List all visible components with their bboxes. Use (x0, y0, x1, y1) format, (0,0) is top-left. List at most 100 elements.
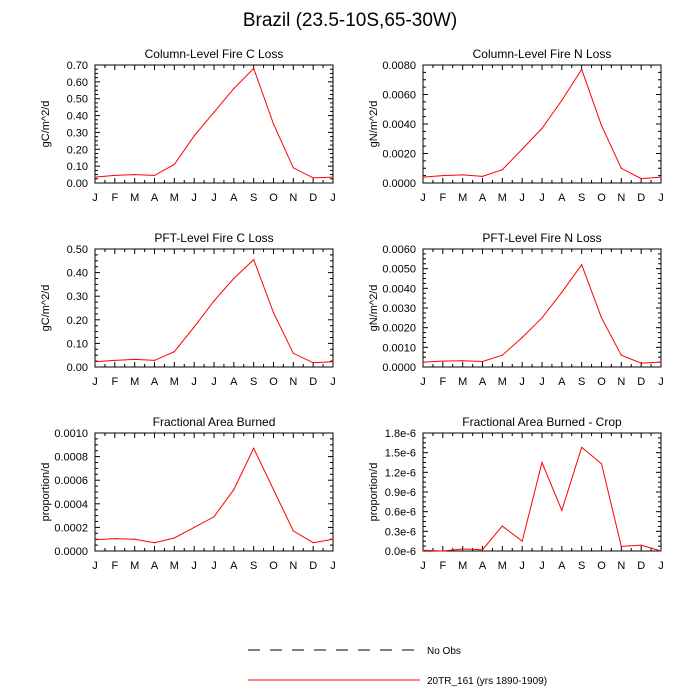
x-tick-label: M (498, 560, 507, 572)
y-tick-label: 0.60 (67, 77, 88, 89)
data-point (561, 99, 563, 101)
data-point (153, 542, 156, 544)
data-point (312, 362, 314, 364)
legend-label-2: 20TR_161 (yrs 1890-1909) (427, 676, 547, 687)
data-point (462, 174, 464, 176)
x-tick-label: O (597, 560, 606, 572)
data-point (153, 174, 156, 177)
y-tick-label: 0.50 (67, 244, 88, 256)
x-tick-label: S (578, 192, 585, 204)
x-tick-label: D (309, 560, 317, 572)
y-tick-label: 0.0000 (382, 178, 416, 190)
data-point (581, 446, 583, 449)
x-tick-label: O (269, 376, 278, 388)
x-tick-label: M (170, 376, 179, 388)
y-tick-label: 0.00 (67, 362, 88, 374)
data-point (501, 354, 503, 356)
x-tick-label: M (130, 192, 139, 204)
plot-frame (422, 248, 662, 368)
x-tick-label: M (498, 192, 507, 204)
y-tick-label: 0.10 (67, 161, 88, 173)
data-point (462, 360, 464, 362)
data-point (660, 176, 662, 178)
data-point (640, 362, 642, 364)
data-point (600, 124, 603, 127)
x-tick-label: D (309, 192, 317, 204)
x-tick-label: J (519, 376, 525, 388)
panel-title: Column-Level Fire C Loss (145, 47, 284, 61)
data-point (660, 361, 662, 363)
data-point (620, 545, 622, 548)
data-point (312, 542, 314, 544)
y-tick-label: 0.0080 (382, 60, 416, 72)
y-tick-label: 0.0002 (54, 522, 88, 534)
data-point (114, 174, 116, 177)
x-tick-label: O (597, 192, 606, 204)
data-point (442, 550, 444, 552)
x-tick-label: N (617, 376, 625, 388)
x-tick-label: J (330, 560, 336, 572)
x-tick-label: F (111, 192, 118, 204)
plot-frame (94, 64, 334, 184)
y-tick-label: 0.0000 (54, 546, 88, 558)
x-tick-label: J (191, 192, 197, 204)
x-tick-label: A (479, 192, 487, 204)
x-tick-label: S (250, 560, 257, 572)
plot-frame (422, 432, 662, 552)
x-tick-label: J (92, 376, 98, 388)
x-tick-label: O (269, 560, 278, 572)
data-point (233, 489, 235, 491)
x-tick-label: N (617, 192, 625, 204)
panel-title: Column-Level Fire N Loss (473, 47, 612, 61)
x-tick-label: D (637, 376, 645, 388)
x-tick-label: M (130, 560, 139, 572)
data-point (114, 359, 116, 361)
x-tick-label: S (578, 560, 585, 572)
panel-title: Fractional Area Burned (153, 415, 276, 429)
x-tick-label: J (658, 192, 664, 204)
y-axis-label: proportion/d (40, 463, 52, 522)
data-point (253, 259, 255, 261)
x-tick-label: J (420, 192, 426, 204)
y-tick-label: 0.6e-6 (385, 507, 416, 519)
series-line (94, 447, 334, 544)
y-tick-label: 0.3e-6 (385, 526, 416, 538)
data-point (521, 336, 523, 339)
y-tick-label: 0.40 (67, 268, 88, 280)
y-tick-label: 0.0010 (54, 428, 88, 440)
y-tick-label: 0.0e-6 (385, 546, 416, 558)
data-point (272, 312, 275, 314)
data-point (481, 549, 484, 551)
data-point (600, 463, 603, 465)
data-point (521, 540, 523, 542)
y-axis-label: gN/m^2/d (368, 101, 380, 148)
x-tick-label: D (637, 192, 645, 204)
plot-frame (94, 248, 334, 368)
data-point (561, 291, 563, 293)
x-tick-label: F (111, 376, 118, 388)
x-tick-label: J (211, 192, 217, 204)
x-tick-label: O (597, 376, 606, 388)
y-tick-label: 1.5e-6 (385, 448, 416, 460)
data-point (193, 135, 195, 137)
data-point (481, 175, 484, 177)
data-point (312, 177, 314, 179)
x-tick-label: F (439, 192, 446, 204)
x-tick-label: J (519, 560, 525, 572)
x-tick-label: S (250, 376, 257, 388)
y-tick-label: 0.0060 (382, 90, 416, 102)
data-point (134, 173, 136, 176)
data-point (272, 489, 275, 491)
data-point (541, 317, 543, 319)
x-tick-label: A (479, 376, 487, 388)
y-tick-label: 0.0010 (382, 342, 416, 354)
x-tick-label: A (558, 192, 566, 204)
x-tick-label: J (539, 376, 545, 388)
y-axis-label: proportion/d (368, 463, 380, 522)
x-tick-label: A (151, 560, 159, 572)
panel-title: PFT-Level Fire C Loss (154, 231, 273, 245)
